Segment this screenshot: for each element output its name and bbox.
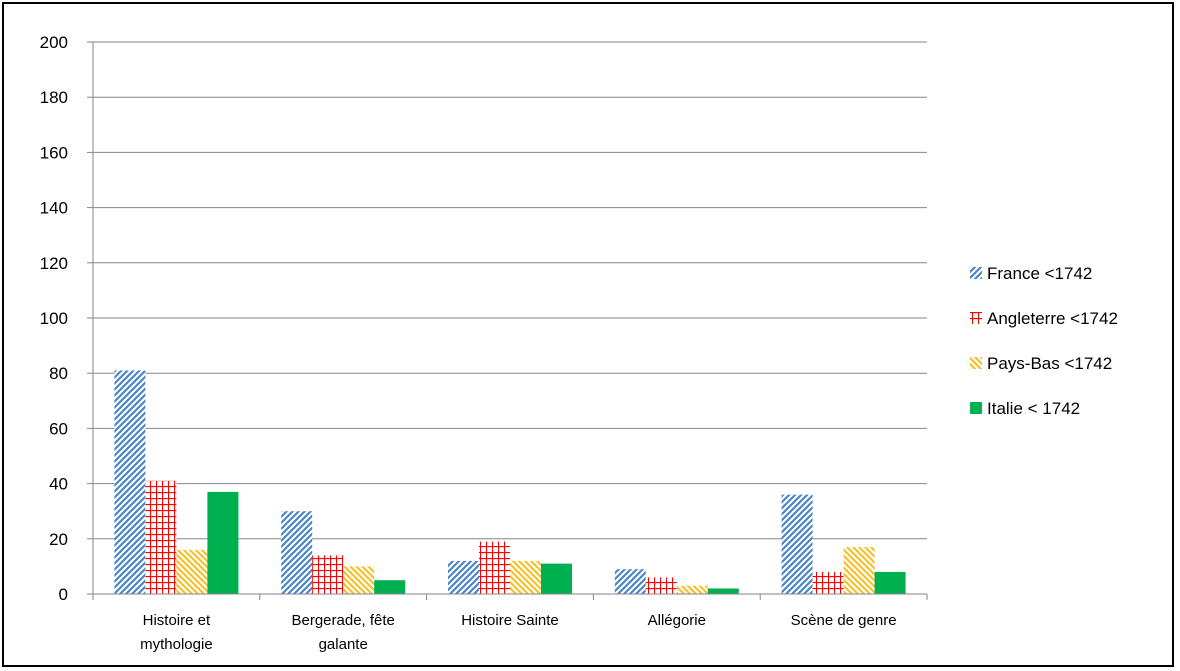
x-category-label: Histoire et — [143, 612, 211, 629]
x-category-label: galante — [319, 636, 368, 653]
x-axis-labels: Histoire et mythologie Bergerade, fête gala… — [140, 612, 896, 653]
x-category-label: Bergerade, fête — [291, 612, 394, 629]
y-tick-label: 140 — [40, 199, 68, 218]
y-tick-label: 60 — [49, 419, 68, 438]
bar — [510, 560, 541, 594]
legend-label: France <1742 — [987, 264, 1092, 283]
bar — [541, 563, 572, 594]
bar — [781, 494, 813, 594]
y-tick-label: 100 — [40, 309, 68, 328]
bar — [207, 491, 239, 594]
y-tick-label: 160 — [40, 143, 68, 162]
bar — [281, 511, 313, 594]
bar — [645, 577, 677, 594]
bar — [812, 571, 844, 594]
legend-swatch — [970, 357, 982, 369]
legend-swatch — [970, 312, 982, 324]
bar — [874, 571, 906, 594]
bars — [114, 370, 906, 594]
bar — [479, 541, 510, 594]
x-category-label: mythologie — [140, 636, 213, 653]
y-tick-label: 0 — [59, 585, 68, 604]
y-tick-label: 40 — [49, 475, 68, 494]
bar — [843, 547, 875, 594]
legend-label: Italie < 1742 — [987, 399, 1080, 418]
y-tick-label: 20 — [49, 530, 68, 549]
y-tick-label: 80 — [49, 364, 68, 383]
x-category-label: Histoire Sainte — [461, 612, 559, 629]
legend-label: Angleterre <1742 — [987, 309, 1118, 328]
bar — [448, 560, 479, 594]
bar — [707, 588, 739, 594]
bar — [114, 370, 146, 594]
x-category-label: Scène de genre — [791, 612, 897, 629]
y-axis-ticks: 0 20 40 60 80 100 120 140 160 180 200 — [40, 33, 93, 604]
bar — [374, 580, 406, 594]
bar — [145, 480, 177, 594]
y-tick-label: 200 — [40, 33, 68, 52]
legend-label: Pays-Bas <1742 — [987, 354, 1112, 373]
bar — [676, 585, 708, 594]
legend-swatch — [970, 267, 982, 279]
bar — [176, 549, 208, 594]
bar — [343, 566, 375, 594]
gridlines — [93, 41, 927, 540]
legend-swatch — [970, 402, 982, 414]
y-tick-label: 180 — [40, 88, 68, 107]
x-category-label: Allégorie — [648, 612, 706, 629]
axes — [92, 42, 928, 600]
bar — [312, 555, 344, 594]
legend: France <1742 Angleterre <1742 Pays-Bas <17… — [970, 264, 1118, 418]
y-tick-label: 120 — [40, 254, 68, 273]
bar — [614, 569, 646, 594]
